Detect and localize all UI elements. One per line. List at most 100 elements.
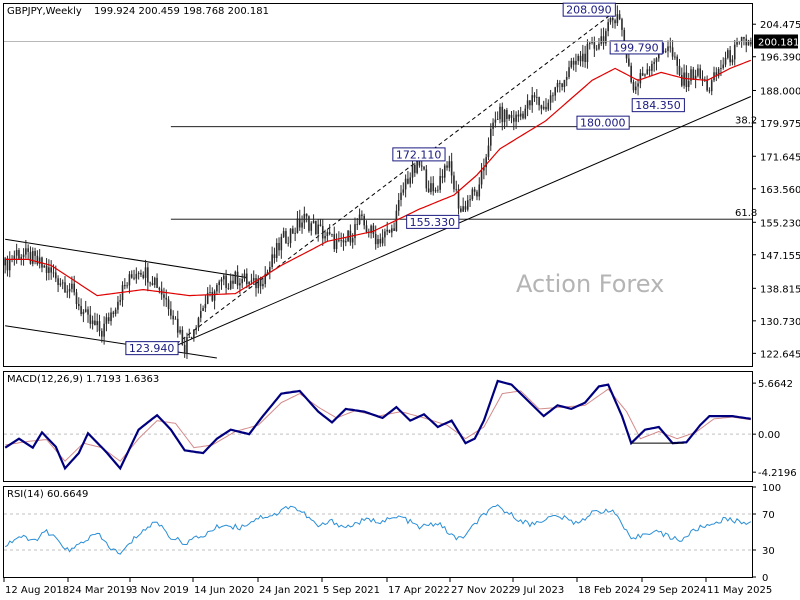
candle-body bbox=[140, 272, 142, 275]
candle-body bbox=[163, 294, 165, 298]
time-tick-label: 29 Sep 2024 bbox=[643, 585, 706, 596]
candle-body bbox=[298, 218, 301, 228]
time-tick-label: 27 Nov 2022 bbox=[451, 585, 515, 596]
candle-body bbox=[94, 320, 96, 326]
candle-body bbox=[690, 69, 692, 81]
candle-body bbox=[402, 189, 405, 193]
candle-body bbox=[119, 300, 122, 302]
candle-body bbox=[126, 285, 128, 287]
candle-body bbox=[457, 189, 460, 209]
candle-body bbox=[54, 272, 57, 279]
candle-body bbox=[363, 215, 365, 226]
time-tick-label: 17 Apr 2022 bbox=[388, 585, 450, 596]
candle-body bbox=[577, 55, 580, 61]
candle-body bbox=[234, 271, 237, 284]
candle-body bbox=[427, 188, 430, 193]
candle-body bbox=[89, 314, 92, 324]
candle-body bbox=[289, 228, 292, 244]
annotation-label: 184.350 bbox=[635, 99, 681, 112]
price-tick-label: 147.155 bbox=[760, 251, 800, 262]
candle-body bbox=[485, 157, 487, 168]
candle-body bbox=[220, 279, 223, 282]
price-tick-label: 130.730 bbox=[760, 317, 800, 328]
candle-body bbox=[384, 231, 386, 238]
candle-body bbox=[218, 281, 220, 286]
candle-body bbox=[683, 72, 685, 86]
annotation-label: 172.110 bbox=[396, 148, 442, 161]
candle-body bbox=[4, 258, 6, 266]
candle-body bbox=[699, 68, 702, 79]
candle-body bbox=[575, 60, 577, 65]
candle-body bbox=[623, 29, 626, 45]
candle-body bbox=[167, 299, 170, 310]
chart-symbol: GBPJPY,Weekly bbox=[7, 6, 82, 17]
candle-body bbox=[439, 176, 441, 190]
candle-body bbox=[13, 255, 16, 260]
annotation-box bbox=[562, 2, 616, 17]
candle-body bbox=[480, 170, 483, 185]
candle-body bbox=[404, 178, 407, 190]
candle-body bbox=[287, 243, 290, 244]
trendline-channel-lower bbox=[5, 325, 217, 359]
candle-body bbox=[271, 254, 273, 267]
candle-body bbox=[653, 62, 655, 64]
candle-body bbox=[80, 306, 82, 314]
candle-body bbox=[628, 58, 630, 66]
candle-body bbox=[678, 65, 681, 75]
candle-body bbox=[266, 272, 269, 274]
candle-body bbox=[676, 56, 678, 66]
annotation-box bbox=[576, 115, 630, 130]
candle-body bbox=[494, 119, 497, 123]
candle-body bbox=[552, 95, 554, 97]
candle-body bbox=[292, 228, 294, 234]
time-tick-label: 12 Aug 2018 bbox=[5, 585, 69, 596]
annotation-label: 199.790 bbox=[613, 41, 659, 54]
annotation-box bbox=[631, 98, 685, 113]
macd-tick-label: -4.2196 bbox=[758, 468, 797, 479]
price-tick-label: 188.000 bbox=[760, 86, 800, 97]
candle-body bbox=[333, 234, 336, 250]
candle-body bbox=[556, 83, 559, 88]
candle-body bbox=[664, 51, 667, 52]
candle-body bbox=[38, 257, 41, 264]
rsi-tick-label: 0 bbox=[762, 573, 768, 584]
annotation-box bbox=[609, 40, 663, 55]
candle-body bbox=[750, 40, 752, 45]
macd-axis: 5.6642 0.00 -4.2196 bbox=[4, 379, 797, 479]
candle-body bbox=[572, 60, 575, 65]
candle-body bbox=[616, 14, 619, 24]
candlestick-series bbox=[4, 5, 752, 359]
candle-body bbox=[538, 97, 540, 106]
candle-body bbox=[674, 56, 676, 58]
candle-body bbox=[745, 38, 748, 46]
candle-body bbox=[315, 220, 317, 234]
chart-ohlc: 199.924 200.459 198.768 200.181 bbox=[94, 6, 269, 17]
candle-body bbox=[453, 175, 455, 190]
candle-body bbox=[204, 303, 207, 309]
last-price-marker: 200.181 bbox=[4, 34, 799, 49]
candle-body bbox=[179, 329, 181, 333]
candle-body bbox=[147, 267, 149, 283]
candle-body bbox=[321, 226, 324, 239]
candle-body bbox=[170, 309, 172, 316]
candle-body bbox=[579, 55, 582, 62]
candle-body bbox=[478, 184, 481, 197]
candle-body bbox=[87, 309, 89, 315]
annotation-label: 155.330 bbox=[410, 216, 456, 229]
candle-body bbox=[331, 233, 333, 235]
rsi-panel-frame bbox=[3, 486, 753, 578]
candle-body bbox=[641, 73, 644, 76]
candle-body bbox=[416, 159, 418, 173]
candle-body bbox=[692, 69, 695, 80]
candle-body bbox=[655, 58, 658, 63]
candle-body bbox=[554, 87, 557, 96]
candle-body bbox=[317, 224, 319, 234]
candle-body bbox=[257, 278, 260, 289]
price-tick-label: 155.230 bbox=[760, 218, 800, 229]
candle-body bbox=[536, 97, 538, 98]
annotation-box bbox=[392, 147, 446, 162]
price-axis: 204.475 196.390 188.000 179.975 171.645 163.5… bbox=[752, 20, 800, 360]
candle-body bbox=[356, 224, 359, 225]
